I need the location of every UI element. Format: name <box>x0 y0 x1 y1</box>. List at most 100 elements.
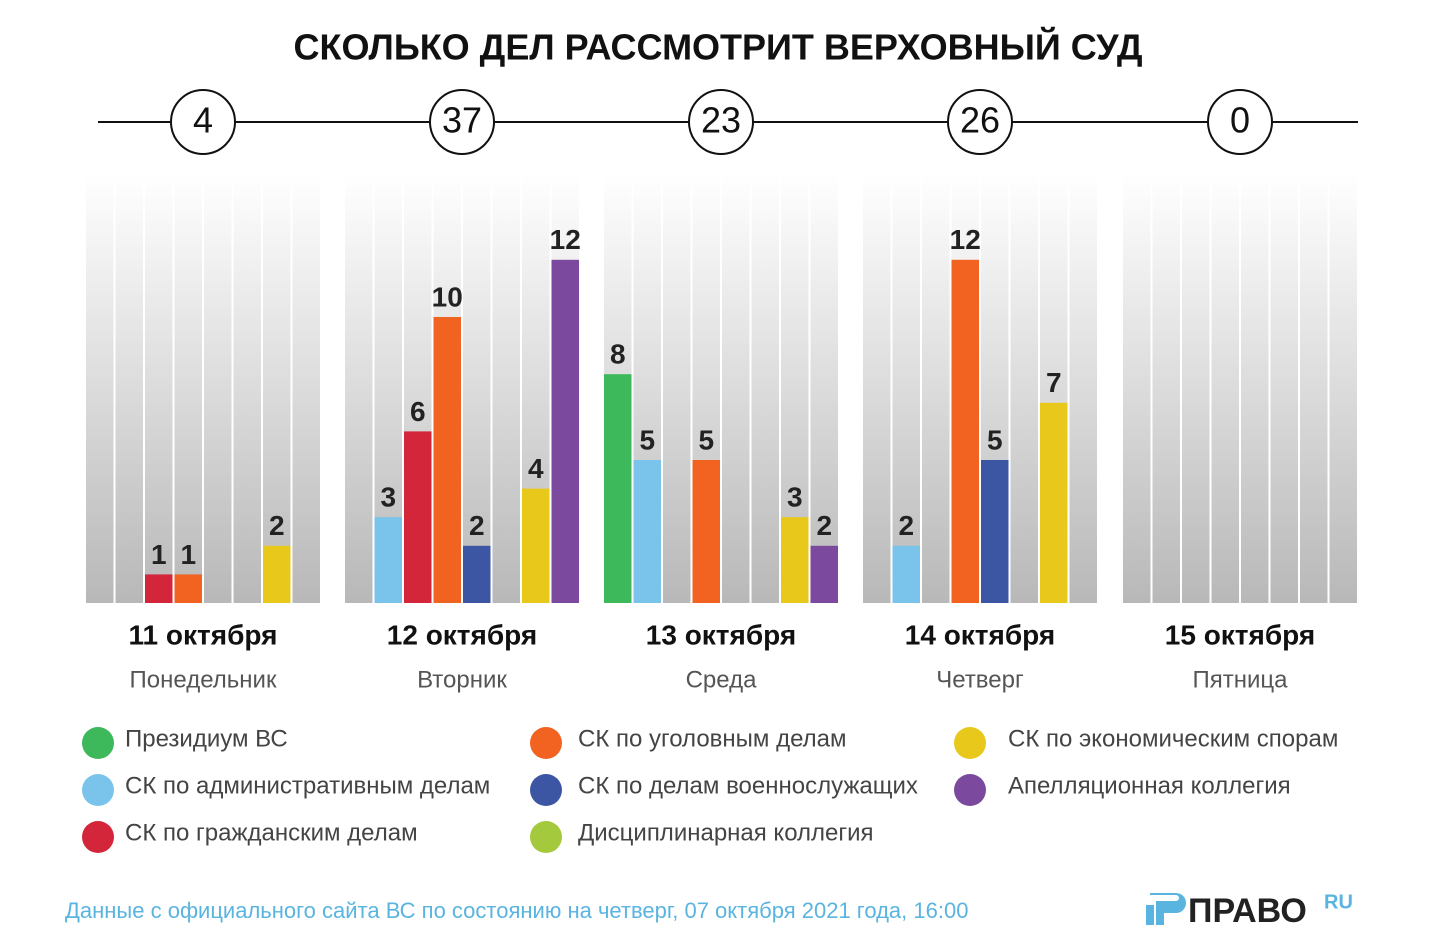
bar <box>263 545 291 603</box>
bar <box>374 517 402 603</box>
legend-marker <box>82 821 114 853</box>
value-label: 3 <box>380 482 396 513</box>
background-stripe <box>863 174 891 603</box>
background-stripe <box>174 174 202 603</box>
background-stripe <box>892 174 920 603</box>
bar <box>981 460 1009 603</box>
legend-label: СК по гражданским делам <box>125 819 418 846</box>
legend-marker <box>530 774 562 806</box>
source: Данные с официального сайта ВС по состоя… <box>65 898 968 923</box>
bar <box>145 574 173 603</box>
value-label: 2 <box>469 510 485 541</box>
bar <box>781 517 809 603</box>
bar <box>522 488 550 603</box>
bar <box>692 460 720 603</box>
bar <box>604 374 632 603</box>
weekday-label: Пятница <box>1193 666 1289 693</box>
total-circle <box>429 89 495 155</box>
legend-marker <box>82 727 114 759</box>
background-stripe <box>810 174 838 603</box>
total-circle <box>170 89 236 155</box>
weekday-label: Понедельник <box>130 666 277 693</box>
legend-label: СК по экономическим спорам <box>1008 725 1338 752</box>
background-stripe <box>233 174 261 603</box>
background-stripe <box>1152 174 1180 603</box>
value-label: 1 <box>180 539 196 570</box>
background-stripe <box>86 174 114 603</box>
bar <box>463 545 491 603</box>
legend-marker <box>530 727 562 759</box>
x-tick-label: 11 октября <box>129 619 278 650</box>
logo-suffix: RU <box>1324 891 1353 913</box>
legend-label: СК по уголовным делам <box>578 725 847 752</box>
weekday-label: Среда <box>686 666 758 693</box>
legend-marker <box>954 774 986 806</box>
background-stripe <box>1182 174 1210 603</box>
legend-label: СК по административным делам <box>125 772 490 799</box>
total-label: 37 <box>442 100 482 141</box>
background-stripe <box>751 174 779 603</box>
background-stripe <box>204 174 232 603</box>
legend-label: Дисциплинарная коллегия <box>578 819 874 846</box>
total-circle <box>947 89 1013 155</box>
value-label: 8 <box>610 339 626 370</box>
legend-marker <box>82 774 114 806</box>
background-stripe <box>463 174 491 603</box>
value-label: 5 <box>639 424 655 455</box>
background-stripe <box>263 174 291 603</box>
bar <box>951 259 979 603</box>
value-label: 1 <box>151 539 167 570</box>
total-label: 4 <box>193 100 213 141</box>
bar <box>174 574 202 603</box>
background-stripe <box>492 174 520 603</box>
background-stripe <box>922 174 950 603</box>
background-stripe <box>1211 174 1239 603</box>
bar <box>404 431 432 603</box>
background-stripe <box>115 174 143 603</box>
weekday-label: Четверг <box>936 666 1024 693</box>
chart-title: СКОЛЬКО ДЕЛ РАССМОТРИТ ВЕРХОВНЫЙ СУД <box>293 26 1142 68</box>
bar <box>1040 402 1068 603</box>
logo: ПРАВО RU <box>1146 891 1353 930</box>
bar <box>551 259 579 603</box>
background-stripe <box>1069 174 1097 603</box>
value-label: 2 <box>816 510 832 541</box>
x-tick-label: 14 октября <box>905 619 1055 650</box>
value-label: 7 <box>1046 367 1062 398</box>
value-label: 2 <box>269 510 285 541</box>
value-label: 5 <box>987 424 1003 455</box>
bar <box>633 460 661 603</box>
total-circle <box>688 89 754 155</box>
value-label: 5 <box>698 424 714 455</box>
x-tick-label: 15 октября <box>1165 619 1315 650</box>
total-label: 23 <box>701 100 741 141</box>
legend-marker <box>954 727 986 759</box>
logo-name: ПРАВО <box>1188 892 1307 930</box>
background-stripe <box>1010 174 1038 603</box>
bar <box>433 317 461 603</box>
total-label: 0 <box>1230 100 1250 141</box>
value-label: 2 <box>898 510 914 541</box>
value-label: 10 <box>432 281 463 312</box>
weekday-label: Вторник <box>417 666 507 693</box>
logo-icon <box>1146 893 1186 925</box>
background-stripe <box>345 174 373 603</box>
legend-label: СК по делам военнослужащих <box>578 772 918 799</box>
background-stripe <box>1123 174 1151 603</box>
value-label: 3 <box>787 482 803 513</box>
legend-label: Апелляционная коллегия <box>1008 772 1291 799</box>
x-tick-label: 12 октября <box>387 619 537 650</box>
background-stripe <box>1329 174 1357 603</box>
bar <box>810 545 838 603</box>
x-tick-label: 13 октября <box>646 619 796 650</box>
value-label: 12 <box>550 224 581 255</box>
background-stripe <box>1241 174 1269 603</box>
value-label: 4 <box>528 453 544 484</box>
background-stripe <box>292 174 320 603</box>
background-stripe <box>145 174 173 603</box>
total-circle <box>1207 89 1273 155</box>
value-label: 6 <box>410 396 426 427</box>
legend-label: Президиум ВС <box>125 725 288 752</box>
